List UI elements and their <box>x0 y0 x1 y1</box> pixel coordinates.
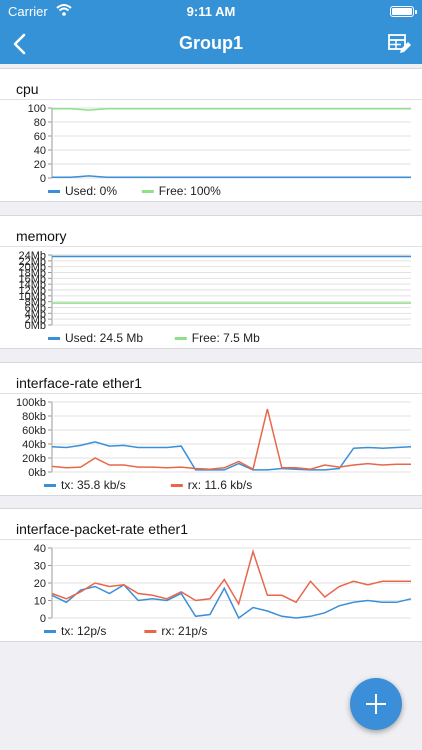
legend: tx: 35.8 kb/s rx: 11.6 kb/s <box>44 478 252 492</box>
battery-icon <box>390 6 417 17</box>
status-time: 9:11 AM <box>186 4 236 19</box>
y-tick-label: 0 <box>40 173 46 185</box>
legend-swatch <box>174 337 187 340</box>
legend-label: Free: 100% <box>159 184 221 198</box>
y-tick-label: 40 <box>34 145 46 157</box>
carrier-label: Carrier <box>8 4 48 19</box>
y-tick-label: 4Mb <box>25 308 46 320</box>
memory-chart: 24Mb22Mb20Mb18Mb16Mb14Mb12Mb10Mb8Mb6Mb4M… <box>18 250 411 345</box>
status-bar: Carrier 9:11 AM <box>0 0 422 24</box>
legend-swatch <box>48 337 60 340</box>
y-tick-label: 20 <box>34 578 46 590</box>
legend-swatch <box>141 190 154 193</box>
y-axis: 100 80 60 40 20 0 <box>28 103 46 185</box>
legend-swatch <box>44 630 56 633</box>
y-tick-label: 12Mb <box>18 285 46 297</box>
y-tick-label: 2Mb <box>25 314 46 326</box>
y-tick-label: 20kb <box>22 453 46 465</box>
legend: Used: 0% Free: 100% <box>48 184 221 198</box>
y-tick-label: 8Mb <box>25 297 46 309</box>
y-tick-label: 6Mb <box>25 303 46 315</box>
wifi-icon <box>56 3 72 20</box>
y-tick-label: 14Mb <box>18 279 46 291</box>
chart-title: cpu <box>16 81 39 97</box>
series-line-1 <box>52 107 411 111</box>
legend-label: Free: 7.5 Mb <box>192 331 260 345</box>
y-tick-label: 100kb <box>16 397 46 409</box>
y-tick-label: 20Mb <box>18 262 46 274</box>
legend: Used: 24.5 Mb Free: 7.5 Mb <box>48 331 260 345</box>
y-tick-label: 0kb <box>28 467 46 479</box>
y-axis: 100kb 80kb 60kb 40kb 20kb 0kb <box>16 397 46 479</box>
memory-chart-card[interactable]: memory 24Mb 22Mb 20Mb 18Mb 16Mb 14Mb 12Mb 10Mb 8… <box>0 215 422 349</box>
y-tick-label: 40 <box>34 543 46 555</box>
series-line-1 <box>51 408 411 471</box>
interface-packet-rate-chart: 40 30 20 10 0 tx: 12p/s rx: 21p/s <box>34 543 412 638</box>
legend-label: Used: 24.5 Mb <box>65 331 143 345</box>
legend-label: tx: 35.8 kb/s <box>61 478 126 492</box>
edit-layout-button[interactable] <box>386 31 412 57</box>
series-line-1 <box>51 548 411 606</box>
navigation-bar: Group1 <box>0 24 422 64</box>
legend: tx: 12p/s rx: 21p/s <box>44 624 207 638</box>
y-tick-label: 40kb <box>22 439 46 451</box>
legend-label: tx: 12p/s <box>61 624 106 638</box>
y-tick-label: 60kb <box>22 425 46 437</box>
y-tick-label: 20 <box>34 159 46 171</box>
legend-swatch <box>170 484 183 487</box>
interface-rate-chart: 100kb 80kb 60kb 40kb 20kb 0kb tx: 35.8 kb/s rx:… <box>16 397 412 492</box>
y-tick-label: 30 <box>34 561 46 573</box>
page-title: Group1 <box>178 33 243 53</box>
back-button[interactable] <box>8 30 34 58</box>
y-tick-label: 80kb <box>22 411 46 423</box>
add-chart-button[interactable] <box>350 678 402 730</box>
legend-swatch <box>144 630 157 633</box>
series-line-0 <box>52 175 411 179</box>
series-line-0 <box>51 441 412 471</box>
chart-title: interface-packet-rate ether1 <box>16 521 188 537</box>
legend-label: rx: 11.6 kb/s <box>188 478 252 492</box>
chart-title: interface-rate ether1 <box>16 375 143 391</box>
y-axis: 24Mb22Mb20Mb18Mb16Mb14Mb12Mb10Mb8Mb6Mb4M… <box>18 250 46 332</box>
y-tick-label: 10 <box>34 596 46 608</box>
y-axis: 40 30 20 10 0 <box>34 543 46 625</box>
y-tick-label: 100 <box>28 103 46 115</box>
legend-swatch <box>44 484 56 487</box>
y-tick-label: 0Mb <box>25 320 46 332</box>
cpu-chart-card[interactable]: cpu 100 80 60 40 20 0 Used: 0% Free: 100% <box>0 68 422 202</box>
chevron-left-icon <box>13 33 26 55</box>
y-tick-label: 60 <box>34 131 46 143</box>
interface-rate-chart-card[interactable]: interface-rate ether1 100kb 80kb 60kb 40kb 2… <box>0 362 422 496</box>
y-tick-label: 0 <box>40 613 46 625</box>
y-tick-label: 10Mb <box>18 291 46 303</box>
cpu-chart: 100 80 60 40 20 0 Used: 0% Free: 100% <box>28 103 411 198</box>
y-tick-label: 24Mb <box>18 250 46 262</box>
legend-label: Used: 0% <box>65 184 117 198</box>
y-tick-label: 16Mb <box>18 273 46 285</box>
chart-title: memory <box>16 228 67 244</box>
edit-table-icon <box>388 34 411 53</box>
y-tick-label: 80 <box>34 117 46 129</box>
legend-label: rx: 21p/s <box>161 624 207 638</box>
series-line-0 <box>51 583 412 620</box>
interface-packet-rate-chart-card[interactable]: interface-packet-rate ether1 40 30 20 10 0 tx… <box>0 508 422 642</box>
y-tick-label: 18Mb <box>18 268 46 280</box>
legend-swatch <box>48 190 60 193</box>
y-tick-label: 22Mb <box>18 256 46 268</box>
